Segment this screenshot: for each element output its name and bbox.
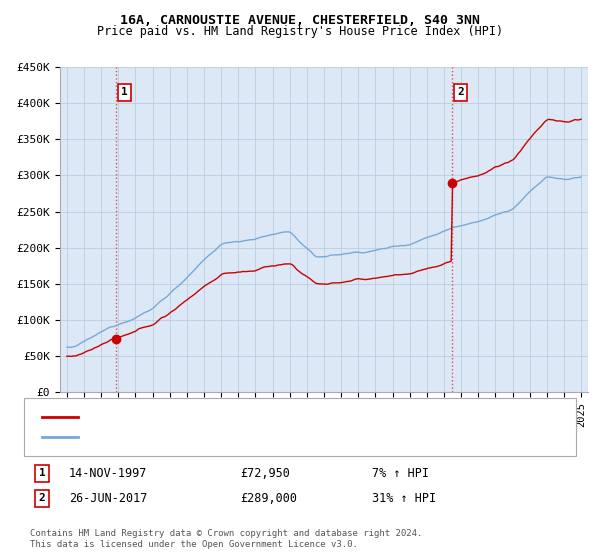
Text: 1: 1 [121, 87, 128, 97]
Text: 1: 1 [38, 468, 46, 478]
Text: £72,950: £72,950 [240, 466, 290, 480]
Text: HPI: Average price, detached house, Chesterfield: HPI: Average price, detached house, Ches… [87, 432, 387, 442]
Text: 14-NOV-1997: 14-NOV-1997 [69, 466, 148, 480]
Text: 31% ↑ HPI: 31% ↑ HPI [372, 492, 436, 505]
Text: 2: 2 [38, 493, 46, 503]
Text: 2: 2 [457, 87, 464, 97]
Text: 26-JUN-2017: 26-JUN-2017 [69, 492, 148, 505]
Text: Contains HM Land Registry data © Crown copyright and database right 2024.
This d: Contains HM Land Registry data © Crown c… [30, 529, 422, 549]
Text: 16A, CARNOUSTIE AVENUE, CHESTERFIELD, S40 3NN (detached house): 16A, CARNOUSTIE AVENUE, CHESTERFIELD, S4… [87, 412, 475, 422]
Text: 16A, CARNOUSTIE AVENUE, CHESTERFIELD, S40 3NN: 16A, CARNOUSTIE AVENUE, CHESTERFIELD, S4… [120, 14, 480, 27]
Text: £289,000: £289,000 [240, 492, 297, 505]
Text: 7% ↑ HPI: 7% ↑ HPI [372, 466, 429, 480]
Text: Price paid vs. HM Land Registry's House Price Index (HPI): Price paid vs. HM Land Registry's House … [97, 25, 503, 38]
